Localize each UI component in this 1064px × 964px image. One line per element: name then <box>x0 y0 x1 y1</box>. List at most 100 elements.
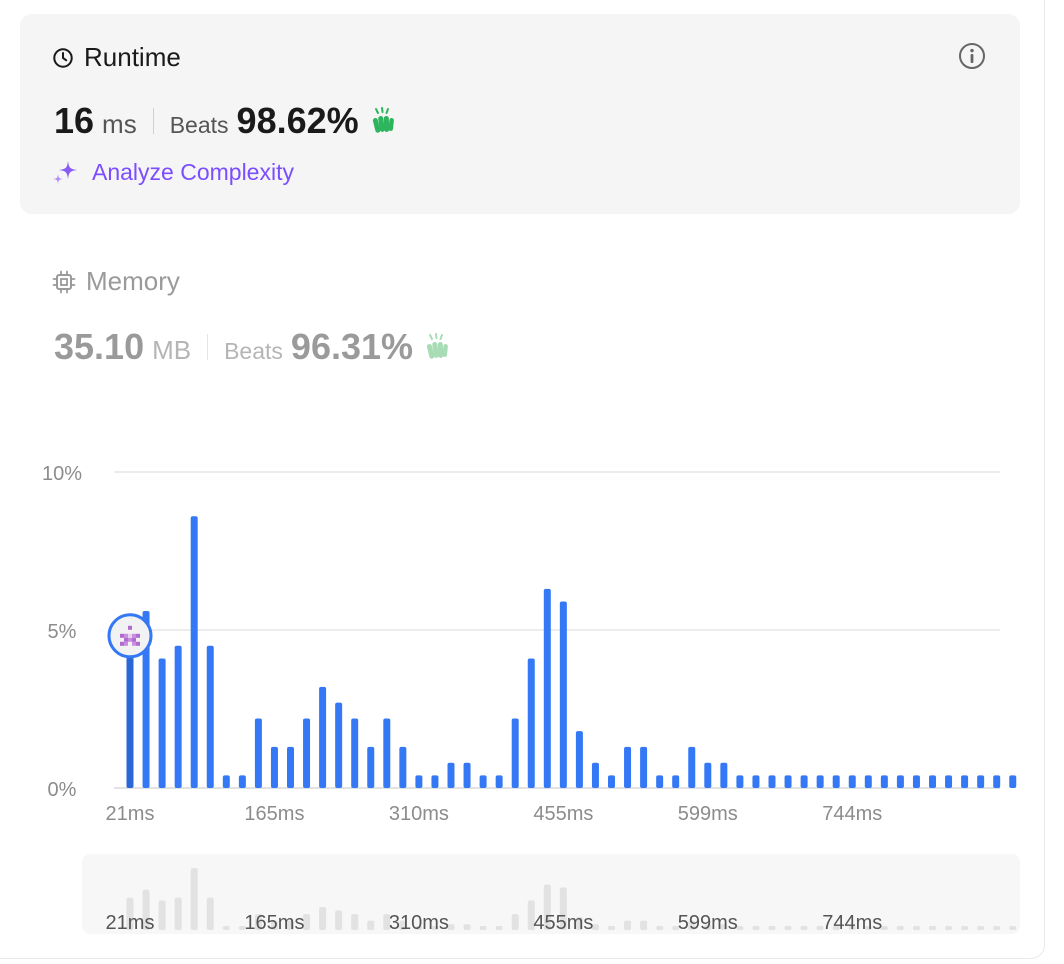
bar[interactable] <box>912 775 920 788</box>
bar[interactable] <box>190 516 198 788</box>
runtime-distribution-chart[interactable]: 0% 5% 10% 21ms 165ms 310ms 455ms 599ms 744ms <box>0 440 1040 840</box>
bar[interactable] <box>929 775 936 788</box>
bar[interactable] <box>447 762 455 788</box>
navigator-tick-label: 165ms <box>244 912 304 934</box>
info-icon[interactable] <box>958 42 986 70</box>
bar[interactable] <box>736 775 744 788</box>
navigator-bar <box>688 920 696 930</box>
bar[interactable] <box>495 775 503 788</box>
y-tick-label: 10% <box>42 463 82 485</box>
bar[interactable] <box>559 601 567 788</box>
navigator-bar <box>383 914 391 930</box>
bar[interactable] <box>896 775 904 788</box>
bar[interactable] <box>591 762 599 788</box>
navigator-minimap[interactable]: 21ms 165ms 310ms 455ms 599ms 744ms <box>82 854 1020 934</box>
bar[interactable] <box>351 718 359 788</box>
bar[interactable] <box>704 762 712 788</box>
chip-icon <box>52 270 76 293</box>
navigator-tick-label: 21ms <box>106 912 155 934</box>
navigator-bar <box>447 924 455 930</box>
divider <box>152 108 154 134</box>
bar[interactable] <box>158 658 166 788</box>
bar[interactable] <box>880 775 888 788</box>
bar[interactable] <box>511 718 519 788</box>
bar[interactable] <box>752 775 760 788</box>
bar[interactable] <box>993 775 1001 788</box>
bar[interactable] <box>672 775 680 788</box>
bar[interactable] <box>848 775 856 788</box>
analyze-complexity-label: Analyze Complexity <box>92 158 294 185</box>
navigator-bar <box>608 926 615 930</box>
memory-title-label: Memory <box>86 266 180 296</box>
memory-title[interactable]: Memory <box>52 266 180 297</box>
x-tick-label: 21ms <box>106 803 155 825</box>
bar[interactable] <box>688 746 696 788</box>
analyze-complexity-button[interactable]: Analyze Complexity <box>52 158 294 186</box>
bar[interactable] <box>206 645 214 788</box>
bar[interactable] <box>270 746 278 788</box>
chart-navigator[interactable]: 21ms 165ms 310ms 455ms 599ms 744ms <box>82 854 1020 934</box>
bar[interactable] <box>784 775 792 788</box>
navigator-bar <box>206 897 214 930</box>
navigator-tick-label: 310ms <box>389 912 449 934</box>
navigator-bar <box>415 926 423 930</box>
bar[interactable] <box>415 775 423 788</box>
memory-stats: 35.10 MB Beats 96.31% <box>54 326 451 368</box>
bar[interactable] <box>656 775 664 788</box>
bar[interactable] <box>399 746 407 788</box>
bar[interactable] <box>832 775 840 788</box>
bar[interactable] <box>768 775 776 788</box>
bar[interactable] <box>463 762 471 788</box>
bar[interactable] <box>174 645 182 788</box>
clap-icon <box>372 107 394 133</box>
navigator-bar <box>640 920 648 930</box>
bar[interactable] <box>319 686 327 788</box>
bar[interactable] <box>367 746 375 788</box>
navigator-bar <box>656 926 664 930</box>
navigator-bar <box>303 914 311 930</box>
bar[interactable] <box>575 731 583 788</box>
bar[interactable] <box>431 775 439 788</box>
bar[interactable] <box>961 775 969 788</box>
bar[interactable] <box>800 775 808 788</box>
user-avatar-icon[interactable] <box>107 613 153 659</box>
bar[interactable] <box>303 718 311 788</box>
navigator-bar <box>800 926 808 930</box>
runtime-card[interactable]: Runtime 16 ms Beats 98.62% <box>20 14 1020 214</box>
bar[interactable] <box>238 775 246 788</box>
bar[interactable] <box>527 658 535 788</box>
bar[interactable] <box>222 775 230 788</box>
bar[interactable] <box>977 775 985 788</box>
submission-panel <box>0 0 1045 959</box>
navigator-bar <box>912 926 920 930</box>
runtime-beats-value: 98.62% <box>236 100 359 141</box>
navigator-bar <box>945 926 953 930</box>
bar[interactable] <box>126 645 134 788</box>
navigator-bar <box>463 924 471 930</box>
bar[interactable] <box>816 775 824 788</box>
navigator-bar <box>864 926 872 930</box>
navigator-bar <box>1009 926 1017 930</box>
navigator-bar <box>977 926 985 930</box>
runtime-title-label: Runtime <box>84 42 181 72</box>
bar[interactable] <box>1009 775 1017 788</box>
clap-icon <box>426 333 448 359</box>
bar[interactable] <box>720 762 728 788</box>
bar[interactable] <box>479 775 487 788</box>
bar[interactable] <box>864 775 872 788</box>
bar[interactable] <box>543 588 551 788</box>
bar[interactable] <box>335 702 343 788</box>
navigator-bar <box>222 926 230 930</box>
bar[interactable] <box>640 746 648 788</box>
bar[interactable] <box>383 718 391 788</box>
bar[interactable] <box>624 746 632 788</box>
navigator-bar <box>848 926 856 930</box>
bar[interactable] <box>142 611 150 788</box>
x-tick-label: 599ms <box>678 803 738 825</box>
bar[interactable] <box>945 775 953 788</box>
bar[interactable] <box>254 718 262 788</box>
x-tick-label: 744ms <box>822 803 882 825</box>
navigator-bar <box>238 926 246 930</box>
bar[interactable] <box>287 746 294 788</box>
bar[interactable] <box>608 775 615 788</box>
